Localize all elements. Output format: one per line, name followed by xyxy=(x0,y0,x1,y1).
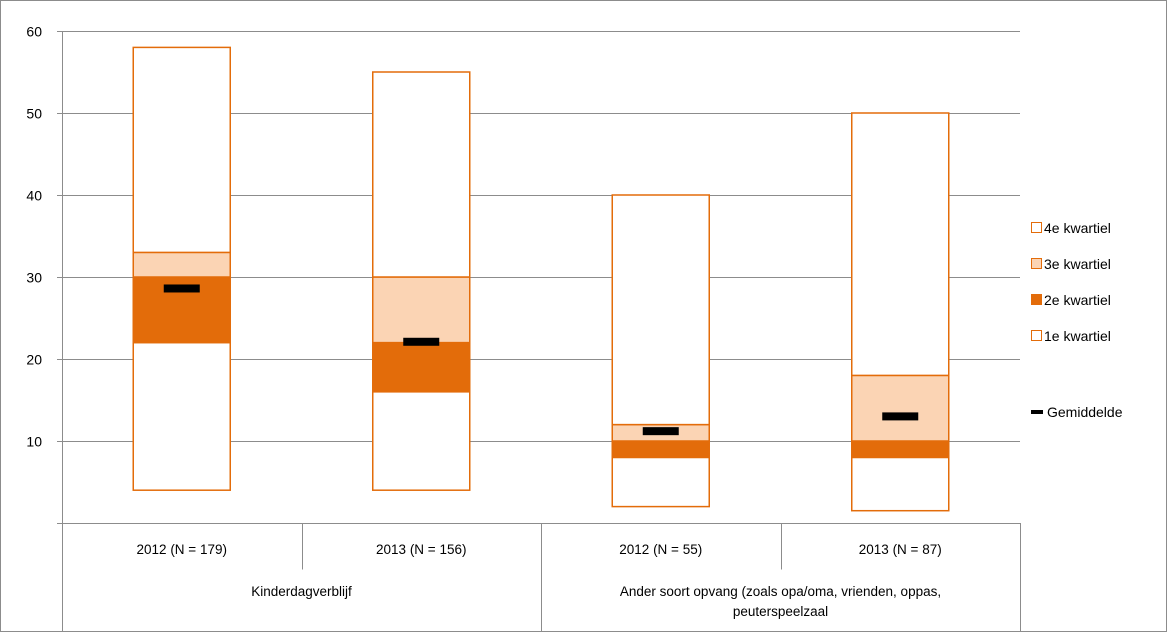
box-q1-segment xyxy=(132,341,231,491)
legend: 4e kwartiel 3e kwartiel 2e kwartiel 1e kwar… xyxy=(1031,220,1123,420)
legend-label: 4e kwartiel xyxy=(1044,220,1111,236)
legend-label: Gemiddelde xyxy=(1047,404,1123,420)
box-q2-segment xyxy=(611,440,710,459)
box-q4-segment xyxy=(611,194,710,426)
category-label: 2013 (N = 156) xyxy=(376,542,466,557)
legend-label: 1e kwartiel xyxy=(1044,328,1111,344)
boxes xyxy=(132,46,950,512)
legend-label: 2e kwartiel xyxy=(1044,292,1111,308)
mean-marker xyxy=(163,284,200,293)
mean-marker xyxy=(403,337,440,346)
box-q2-segment xyxy=(851,440,950,459)
legend-swatch xyxy=(1031,222,1042,233)
box-q3-segment xyxy=(851,374,950,442)
legend-swatch xyxy=(1031,258,1042,269)
y-tick-label: 40 xyxy=(26,188,42,204)
box-q1-segment xyxy=(372,391,471,491)
y-tick-label: 50 xyxy=(26,106,42,122)
x-axis: 2012 (N = 179) 2013 (N = 156) 2012 (N = 55… xyxy=(62,523,1021,632)
group-label: Ander soort opvang (zoals opa/oma, vrien… xyxy=(620,584,941,599)
y-tick-label: 60 xyxy=(26,24,42,40)
mean-marker xyxy=(882,412,919,421)
box-q1-segment xyxy=(851,456,950,512)
category-label: 2013 (N = 87) xyxy=(859,542,942,557)
legend-label: 3e kwartiel xyxy=(1044,256,1111,272)
box-q2-segment xyxy=(372,341,471,393)
box-q4-segment xyxy=(851,112,950,377)
box-q3-segment xyxy=(132,251,231,278)
group-label: peuterspeelzaal xyxy=(733,604,828,619)
legend-mean-swatch xyxy=(1031,410,1043,414)
y-tick-label: 30 xyxy=(26,270,42,286)
legend-swatch xyxy=(1031,330,1042,341)
y-tick-label: 20 xyxy=(26,352,42,368)
category-label: 2012 (N = 55) xyxy=(619,542,702,557)
legend-swatch xyxy=(1031,294,1042,305)
y-tick-label: 10 xyxy=(26,434,42,450)
mean-marker xyxy=(642,427,679,436)
box-q1-segment xyxy=(611,456,710,508)
box-q3-segment xyxy=(372,276,471,344)
box-q4-segment xyxy=(132,46,231,254)
y-axis: 10 20 30 40 50 60 xyxy=(26,24,63,524)
group-label: Kinderdagverblijf xyxy=(251,584,352,599)
box-q4-segment xyxy=(372,71,471,278)
category-label: 2012 (N = 179) xyxy=(137,542,227,557)
